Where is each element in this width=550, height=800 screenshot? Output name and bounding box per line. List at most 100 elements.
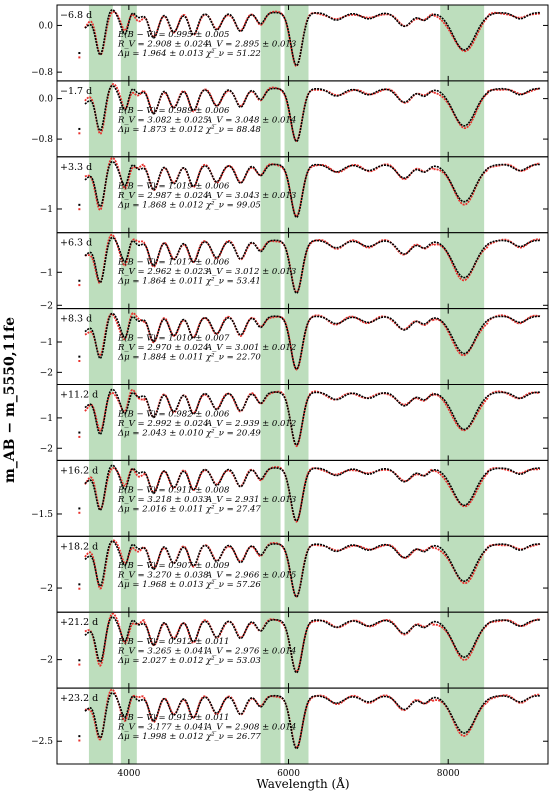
y-tick-label: −2 [40, 368, 53, 378]
y-tick-label: −2 [40, 656, 53, 666]
fit-annotation: Δμ = 1.884 ± 0.011 [117, 352, 203, 362]
panel: 0.0 −0.8 −6.8 d E(B − V) = 0.995 ± 0.005R_V… [31, 4, 549, 82]
shaded-band [440, 688, 485, 764]
uv-point [78, 659, 81, 662]
fit-annotation: E(B − V) = 0.982 ± 0.006 [117, 408, 230, 419]
fit-annotation: R_V = 2.970 ± 0.024 [117, 343, 209, 353]
fit-annotation: χ²_ν = 20.49 [205, 428, 261, 438]
shaded-band [284, 612, 309, 689]
y-tick-label: −0.8 [31, 68, 53, 78]
spectrum-observed-black [84, 388, 541, 446]
panel-frame [56, 687, 549, 765]
shaded-band [260, 384, 281, 461]
y-tick-label: −1.5 [31, 510, 53, 520]
fit-annotation: A_V = 3.043 ± 0.013 [205, 191, 296, 201]
shaded-band [440, 5, 485, 81]
fit-annotation: Δμ = 2.016 ± 0.011 [117, 504, 203, 514]
fit-annotation: Δμ = 1.964 ± 0.013 [117, 49, 203, 59]
shaded-band [284, 384, 309, 461]
fit-annotation: R_V = 3.265 ± 0.041 [117, 647, 209, 657]
fit-annotation: χ²_ν = 88.48 [205, 125, 261, 135]
fit-annotation: E(B − V) = 0.912 ± 0.011 [117, 636, 229, 647]
uv-point [78, 739, 81, 742]
phase-label: +11.2 d [60, 390, 98, 401]
y-tick-label: −2 [40, 301, 53, 311]
phase-label: −6.8 d [60, 10, 92, 21]
uv-point [78, 52, 81, 55]
fit-annotation: Δμ = 1.873 ± 0.012 [117, 125, 203, 135]
uv-point [78, 360, 81, 363]
fit-annotation: R_V = 2.962 ± 0.023 [117, 267, 209, 277]
fit-annotation: A_V = 2.939 ± 0.012 [205, 419, 296, 429]
fit-annotation: Δμ = 1.868 ± 0.012 [117, 201, 203, 211]
spectrum-observed-black [84, 236, 541, 295]
spectrum-observed-black [84, 692, 541, 750]
shaded-band [120, 536, 137, 613]
y-tick-label: −2.5 [31, 737, 53, 747]
fit-annotation: R_V = 2.992 ± 0.024 [117, 419, 209, 429]
fit-annotation: A_V = 2.908 ± 0.014 [205, 722, 296, 732]
spectrum-observed-black [84, 540, 541, 598]
shaded-band [284, 536, 309, 613]
panel: 0.0 −0.8 −1.7 d E(B − V) = 0.989 ± 0.006R_V… [31, 80, 549, 158]
fit-annotation: χ²_ν = 51.22 [205, 49, 261, 59]
y-tick-label: −2 [40, 444, 53, 454]
uv-point [78, 132, 81, 135]
fit-annotation: E(B − V) = 0.907 ± 0.009 [117, 560, 230, 571]
fit-annotation: A_V = 2.966 ± 0.015 [205, 571, 296, 581]
shaded-band [120, 5, 137, 81]
shaded-band [440, 536, 485, 613]
y-tick-label: −0.8 [31, 135, 53, 145]
fit-annotation: R_V = 3.270 ± 0.038 [117, 571, 209, 581]
phase-label: +8.3 d [60, 314, 92, 325]
phase-label: +3.3 d [60, 162, 92, 173]
fit-annotation: R_V = 3.177 ± 0.041 [117, 722, 209, 732]
phase-label: +16.2 d [60, 465, 98, 476]
uv-point [78, 511, 81, 514]
shaded-band [284, 156, 309, 233]
fit-annotation: Δμ = 2.043 ± 0.010 [117, 428, 204, 438]
shaded-band [284, 5, 309, 81]
y-tick-label: −1 [40, 338, 53, 348]
uv-point [78, 203, 81, 206]
fit-annotation: R_V = 3.082 ± 0.025 [117, 115, 209, 125]
fit-annotation: Δμ = 2.027 ± 0.012 [117, 656, 203, 666]
spectrum-observed-black [84, 85, 541, 143]
spectrum-observed-black [84, 312, 541, 371]
uv-point [78, 583, 81, 586]
spectrum-observed-black [84, 160, 541, 219]
fit-annotation: χ²_ν = 27.47 [205, 504, 261, 514]
spectrum-observed-black [84, 464, 541, 522]
x-tick-label: 6000 [277, 769, 300, 779]
x-axis: 4000 6000 8000 [117, 769, 460, 779]
fit-annotation: E(B − V) = 1.010 ± 0.007 [117, 332, 230, 343]
shaded-band [440, 460, 485, 537]
fit-annotation: R_V = 3.218 ± 0.033 [117, 495, 209, 505]
y-tick-label: 0.0 [39, 21, 54, 31]
fit-annotation: Δμ = 1.998 ± 0.012 [117, 732, 203, 742]
shaded-band [120, 384, 137, 461]
uv-point [78, 663, 81, 666]
uv-point [78, 435, 81, 438]
shaded-band [260, 460, 281, 537]
fit-annotation: A_V = 3.001 ± 0.012 [205, 343, 296, 353]
spectrum-model-red [84, 388, 541, 448]
x-tick-label: 4000 [117, 769, 140, 779]
shaded-band [284, 308, 309, 385]
shaded-band [284, 80, 309, 157]
shaded-band [260, 612, 281, 689]
shaded-band [260, 5, 281, 81]
fit-annotation: A_V = 2.895 ± 0.013 [205, 39, 296, 49]
shaded-band [120, 308, 137, 385]
fit-annotation: χ²_ν = 53.41 [205, 277, 261, 287]
phase-label: −1.7 d [60, 86, 92, 97]
shaded-band [120, 612, 137, 689]
fit-annotation: Δμ = 1.968 ± 0.013 [117, 580, 203, 590]
